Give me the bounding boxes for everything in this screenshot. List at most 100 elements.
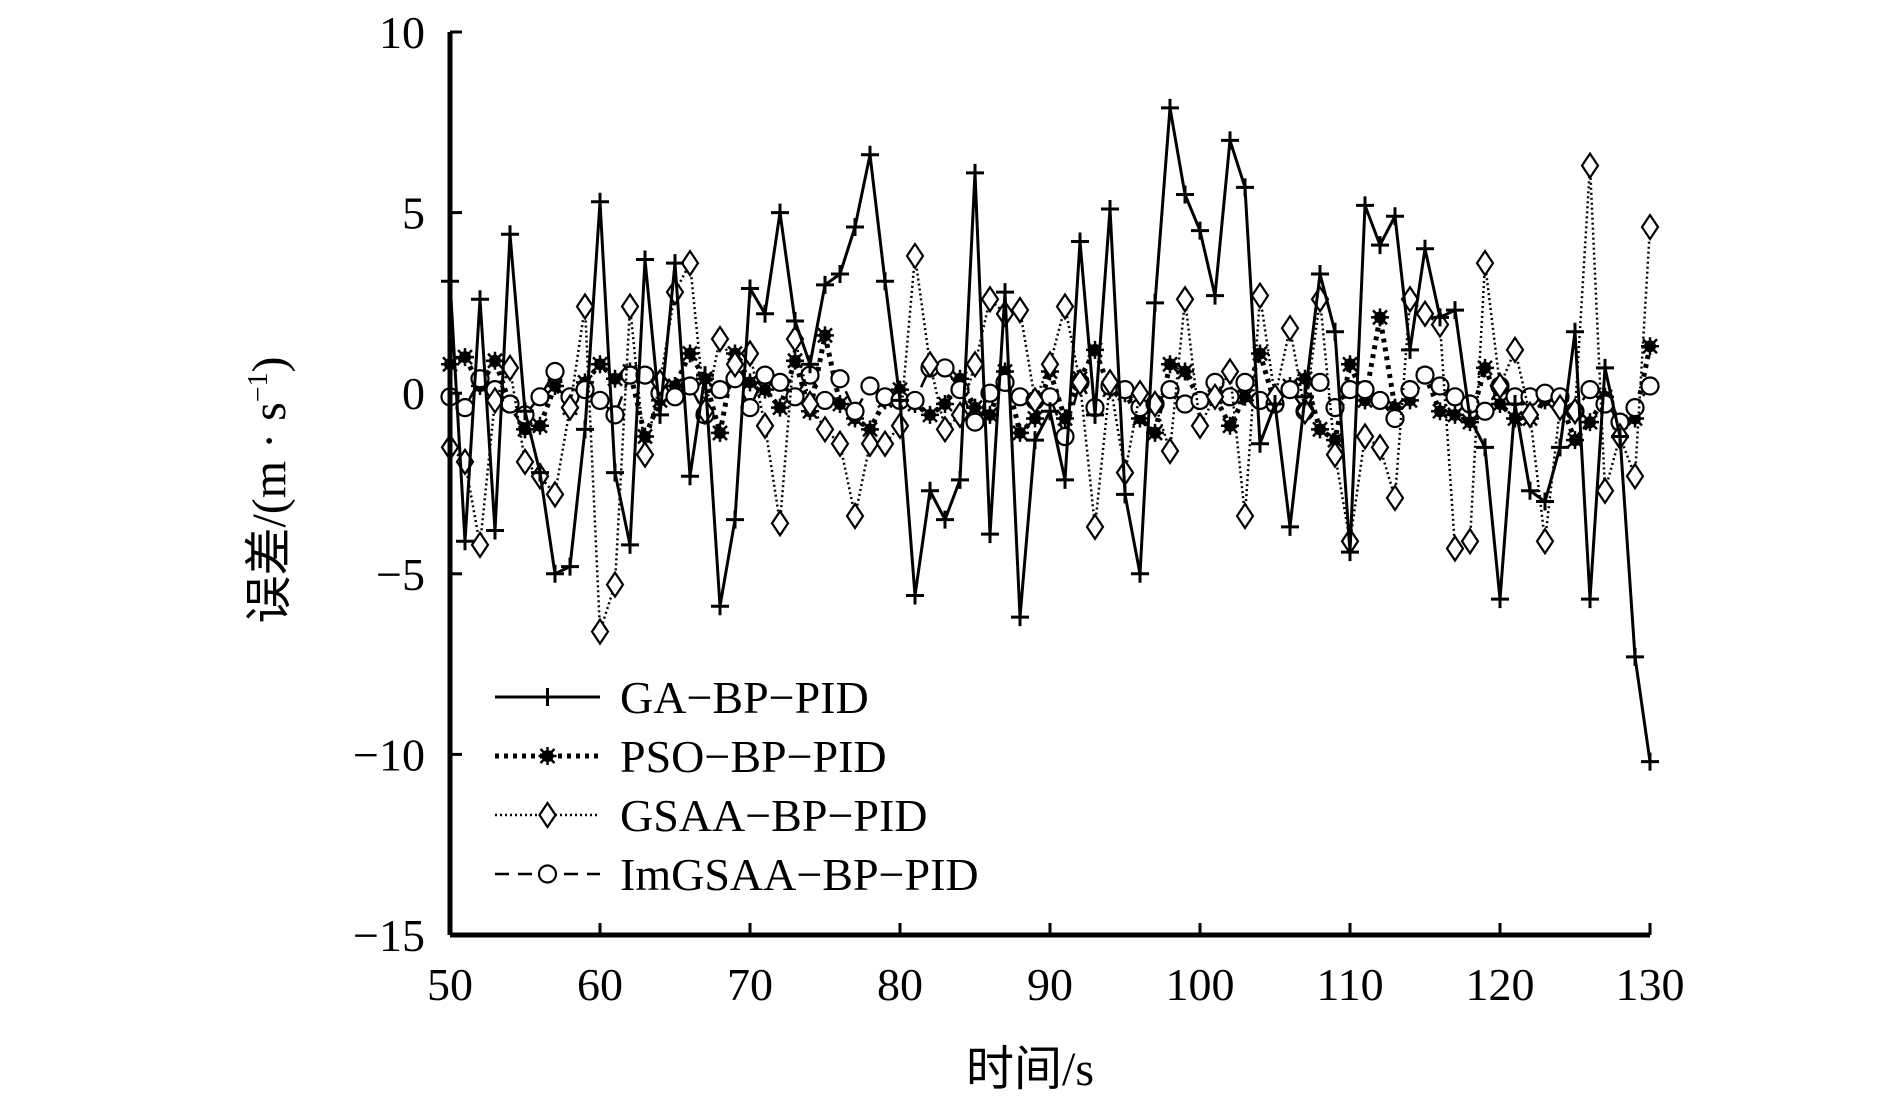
data-point bbox=[905, 390, 925, 411]
data-point bbox=[680, 376, 700, 396]
data-point bbox=[545, 361, 565, 382]
data-point bbox=[1011, 423, 1029, 442]
data-point bbox=[1371, 308, 1389, 327]
data-point bbox=[605, 570, 625, 599]
data-point bbox=[1476, 358, 1494, 377]
data-point bbox=[981, 525, 999, 544]
data-point bbox=[1206, 286, 1224, 305]
data-point bbox=[456, 532, 474, 551]
x-tick-label: 50 bbox=[427, 959, 473, 1010]
data-point bbox=[1221, 416, 1239, 435]
data-point bbox=[516, 402, 534, 421]
data-point bbox=[936, 510, 954, 529]
data-point bbox=[681, 467, 699, 486]
data-point bbox=[786, 311, 804, 330]
data-point bbox=[1415, 365, 1435, 385]
data-point bbox=[1520, 400, 1540, 429]
data-point bbox=[1341, 355, 1359, 374]
data-point bbox=[1085, 512, 1105, 541]
data-point bbox=[1415, 299, 1435, 328]
data-point bbox=[1580, 151, 1600, 180]
y-tick-label: 10 bbox=[379, 7, 425, 58]
legend-label: PSO−BP−PID bbox=[620, 731, 887, 782]
data-point bbox=[1641, 752, 1659, 771]
data-point bbox=[1385, 408, 1405, 429]
y-axis-title-close: ) bbox=[243, 356, 296, 372]
data-point bbox=[815, 390, 835, 411]
data-point bbox=[591, 355, 609, 374]
data-point bbox=[1041, 402, 1059, 421]
data-point bbox=[935, 358, 955, 378]
data-point bbox=[1311, 265, 1329, 284]
data-point bbox=[771, 398, 789, 417]
legend-item: PSO−BP−PID bbox=[495, 731, 887, 782]
data-point bbox=[1640, 213, 1660, 242]
data-point bbox=[1190, 390, 1210, 411]
data-point bbox=[1551, 438, 1569, 457]
data-point bbox=[546, 564, 564, 583]
data-point bbox=[1490, 371, 1510, 400]
data-point bbox=[861, 420, 879, 439]
data-point bbox=[1641, 337, 1659, 356]
data-point bbox=[1235, 372, 1255, 392]
data-point bbox=[1251, 434, 1269, 453]
data-point bbox=[966, 398, 984, 417]
data-point bbox=[1446, 301, 1464, 320]
data-point bbox=[515, 447, 535, 476]
data-point bbox=[981, 405, 999, 424]
data-point bbox=[1595, 476, 1615, 505]
data-point bbox=[1175, 285, 1195, 314]
data-point bbox=[621, 535, 639, 554]
data-point bbox=[1191, 221, 1209, 240]
data-point bbox=[860, 429, 880, 458]
data-point bbox=[1325, 440, 1345, 469]
data-point bbox=[1280, 379, 1300, 400]
data-point bbox=[1401, 340, 1419, 359]
data-point bbox=[620, 292, 640, 321]
data-point bbox=[710, 379, 730, 400]
data-point bbox=[756, 304, 774, 323]
series-line bbox=[448, 106, 1652, 762]
data-point bbox=[1086, 405, 1104, 424]
data-point bbox=[876, 272, 894, 291]
data-point bbox=[1235, 502, 1255, 530]
data-point bbox=[1131, 564, 1149, 583]
data-point bbox=[530, 387, 550, 407]
data-point bbox=[891, 391, 909, 410]
data-point bbox=[1070, 368, 1090, 397]
data-point bbox=[1026, 409, 1044, 428]
data-point bbox=[1056, 470, 1074, 489]
data-point bbox=[1011, 608, 1029, 627]
data-point bbox=[486, 351, 504, 370]
data-point bbox=[1146, 423, 1164, 442]
y-axis-title-main: 误差/(m · s bbox=[243, 402, 296, 623]
data-point bbox=[1055, 426, 1075, 447]
data-point bbox=[1101, 199, 1119, 218]
data-point bbox=[575, 379, 595, 400]
data-point bbox=[560, 393, 580, 422]
data-point bbox=[1295, 397, 1315, 426]
data-point bbox=[1416, 239, 1434, 258]
data-point bbox=[635, 440, 655, 469]
data-point bbox=[1236, 178, 1254, 197]
data-point bbox=[996, 283, 1014, 302]
data-point bbox=[965, 350, 985, 379]
data-point bbox=[1161, 98, 1179, 117]
data-point bbox=[1491, 590, 1509, 609]
data-point bbox=[1596, 358, 1614, 377]
data-point bbox=[576, 420, 594, 439]
y-tick-label: 5 bbox=[402, 188, 425, 239]
data-point bbox=[741, 373, 759, 392]
data-point bbox=[770, 372, 790, 392]
data-point bbox=[1445, 534, 1465, 563]
data-point bbox=[1370, 390, 1390, 411]
data-point bbox=[486, 521, 504, 540]
data-point bbox=[501, 225, 519, 244]
data-point bbox=[755, 365, 775, 385]
y-tick-label: 0 bbox=[402, 368, 425, 419]
data-point bbox=[680, 249, 700, 278]
y-axis-title: 误差/(m · s−1) bbox=[243, 356, 296, 623]
data-point bbox=[1475, 249, 1495, 278]
data-point bbox=[905, 241, 925, 270]
